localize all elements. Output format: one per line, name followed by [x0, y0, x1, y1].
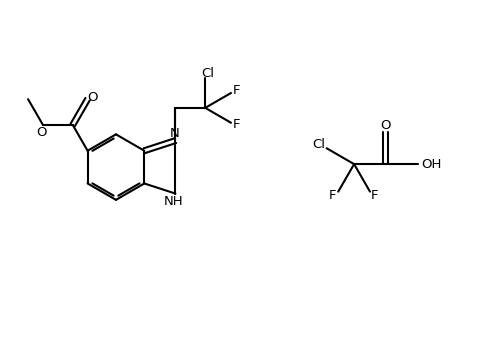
Text: N: N: [169, 127, 180, 140]
Text: F: F: [371, 189, 379, 202]
Text: O: O: [36, 126, 47, 139]
Text: F: F: [328, 189, 336, 202]
Text: OH: OH: [421, 158, 442, 171]
Text: F: F: [233, 84, 240, 98]
Text: NH: NH: [164, 195, 183, 208]
Text: O: O: [87, 91, 98, 104]
Text: O: O: [381, 119, 391, 132]
Text: F: F: [233, 118, 240, 131]
Text: Cl: Cl: [312, 138, 325, 151]
Text: Cl: Cl: [202, 67, 215, 80]
